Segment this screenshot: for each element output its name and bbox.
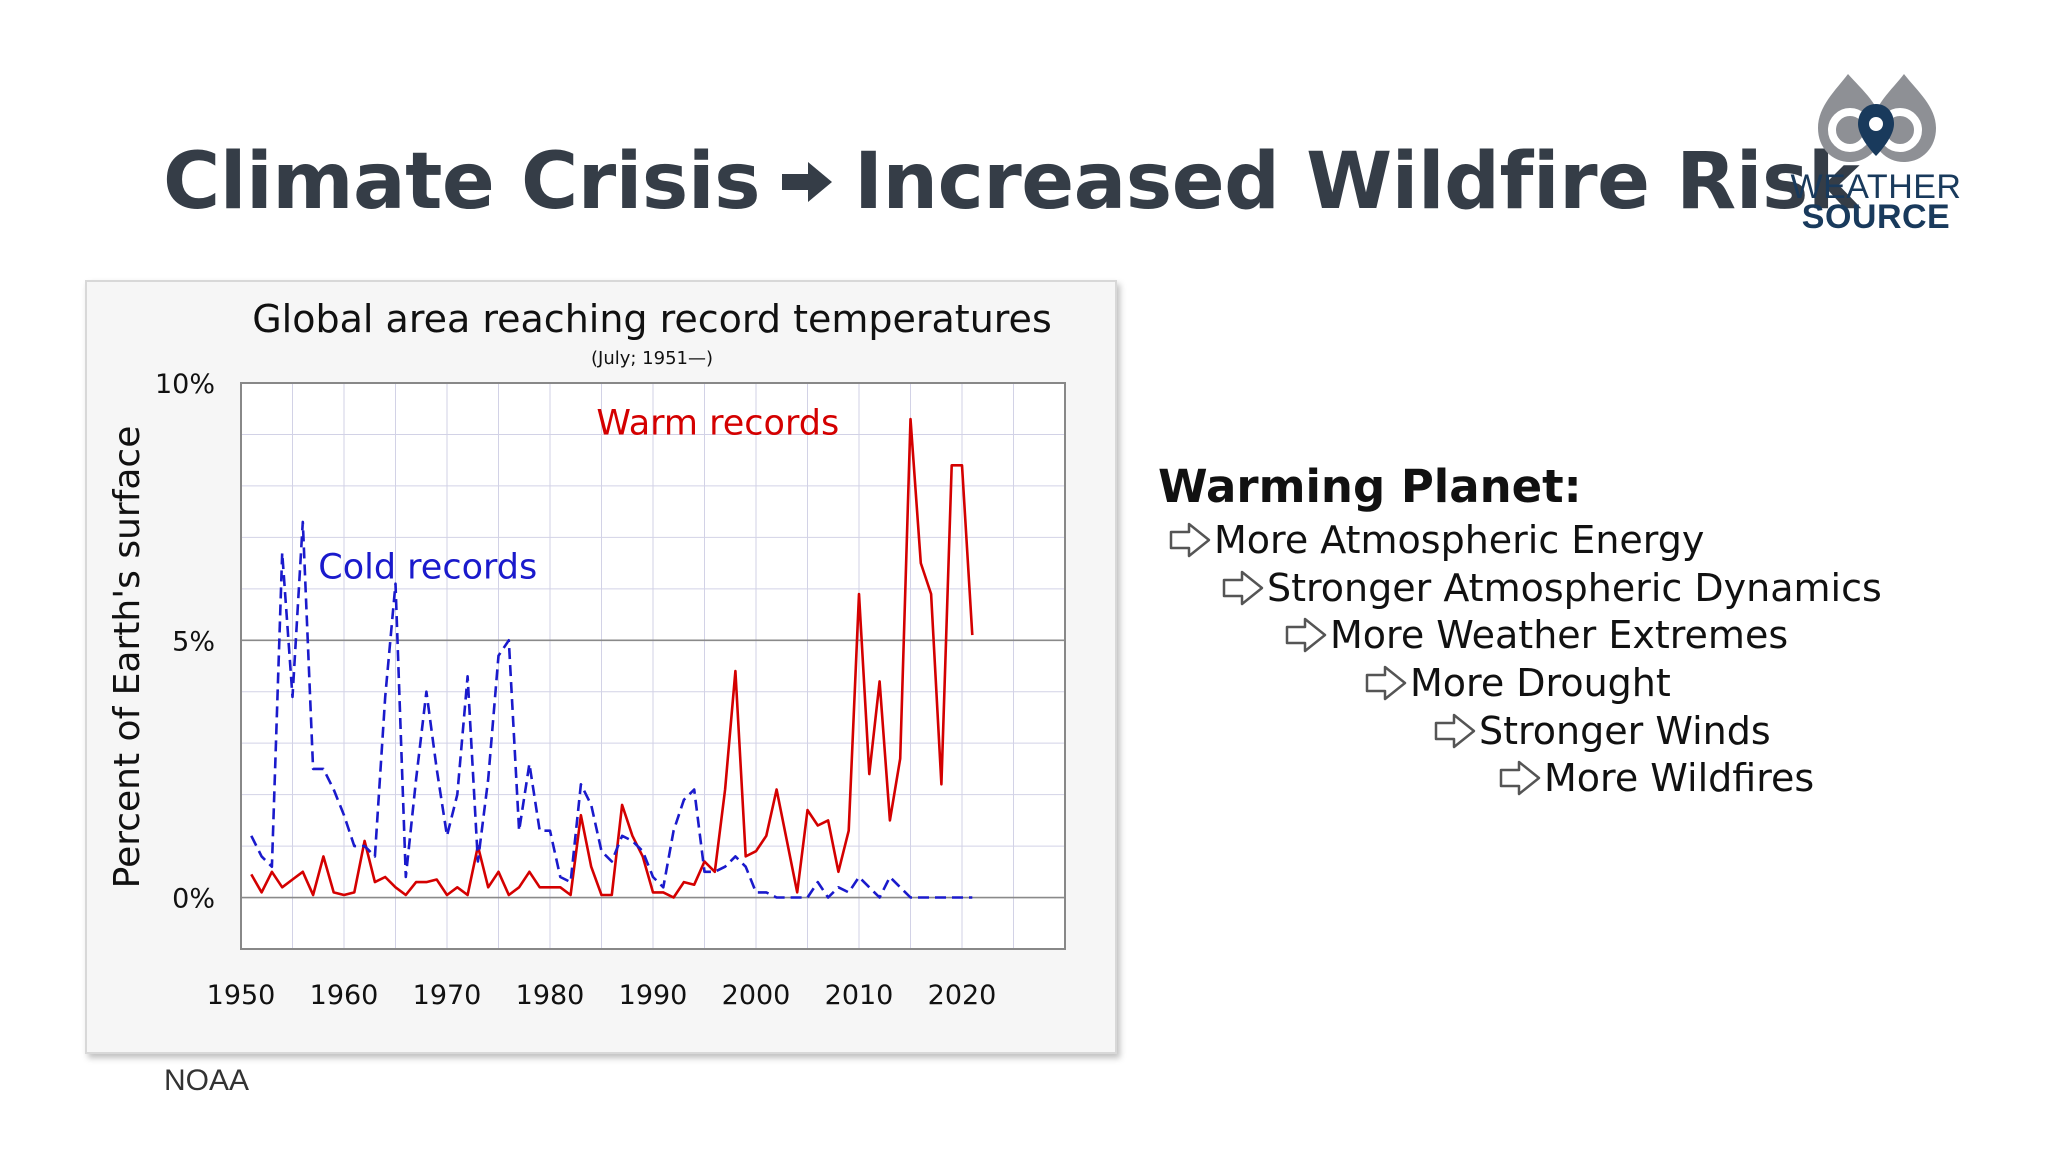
x-tick-label: 1960 <box>310 980 379 1011</box>
list-item: More Drought <box>1364 661 1671 705</box>
list-item-label: Stronger Atmospheric Dynamics <box>1267 566 1882 610</box>
chart-title: Global area reaching record temperatures <box>252 297 1052 341</box>
arrow-right-icon <box>782 162 833 202</box>
list-item: More Atmospheric Energy <box>1168 518 1704 562</box>
list-item: More Weather Extremes <box>1284 613 1788 657</box>
x-tick-label: 2010 <box>825 980 894 1011</box>
list-item-label: Stronger Winds <box>1479 709 1771 753</box>
list-item-label: More Drought <box>1410 661 1671 705</box>
x-tick-label: 1990 <box>619 980 688 1011</box>
list-item: Stronger Atmospheric Dynamics <box>1221 566 1882 610</box>
slide-title: Climate Crisis Increased Wildfire Risk <box>163 122 1860 242</box>
y-axis-label: Percent of Earth's surface <box>107 426 148 889</box>
x-tick-label: 2000 <box>722 980 791 1011</box>
record-temperature-chart: Global area reaching record temperatures… <box>107 297 1066 1011</box>
y-tick-label: 10% <box>155 369 215 400</box>
chart-subtitle: (July; 1951—) <box>591 348 713 369</box>
logo-source-text: SOURCE <box>1801 198 1951 236</box>
y-tick-label: 5% <box>172 626 215 657</box>
list-item: More Wildfires <box>1498 756 1814 800</box>
outline-arrow-icon <box>1365 665 1407 701</box>
warm-records-line <box>250 417 974 899</box>
outline-arrow-icon <box>1499 760 1541 796</box>
outline-arrow-icon <box>1169 522 1211 558</box>
outline-arrow-icon <box>1434 713 1476 749</box>
x-tick-label: 1970 <box>413 980 482 1011</box>
list-item: Stronger Winds <box>1433 709 1771 753</box>
series-annotation: Warm records <box>596 403 839 443</box>
title-right: Increased Wildfire Risk <box>854 137 1860 227</box>
weather-source-logo <box>1818 74 1936 162</box>
y-tick-label: 0% <box>172 884 215 915</box>
logo-weather-text: WEATHER <box>1790 168 1962 206</box>
outline-arrow-icon <box>1222 570 1264 606</box>
list-item-label: More Weather Extremes <box>1330 613 1789 657</box>
x-tick-label: 1980 <box>516 980 585 1011</box>
list-item-label: More Atmospheric Energy <box>1214 518 1705 562</box>
source-credit: NOAA <box>164 1064 250 1097</box>
chart-card: Global area reaching record temperatures… <box>85 280 1117 1054</box>
list-item-label: More Wildfires <box>1544 756 1815 800</box>
x-tick-label: 2020 <box>928 980 997 1011</box>
cold-records-line <box>250 520 973 899</box>
outline-arrow-icon <box>1285 617 1327 653</box>
series-annotation: Cold records <box>318 548 537 588</box>
list-heading: Warming Planet: <box>1158 460 1582 513</box>
x-tick-label: 1950 <box>207 980 276 1011</box>
title-left: Climate Crisis <box>163 137 761 227</box>
plot-frame <box>240 382 1066 950</box>
